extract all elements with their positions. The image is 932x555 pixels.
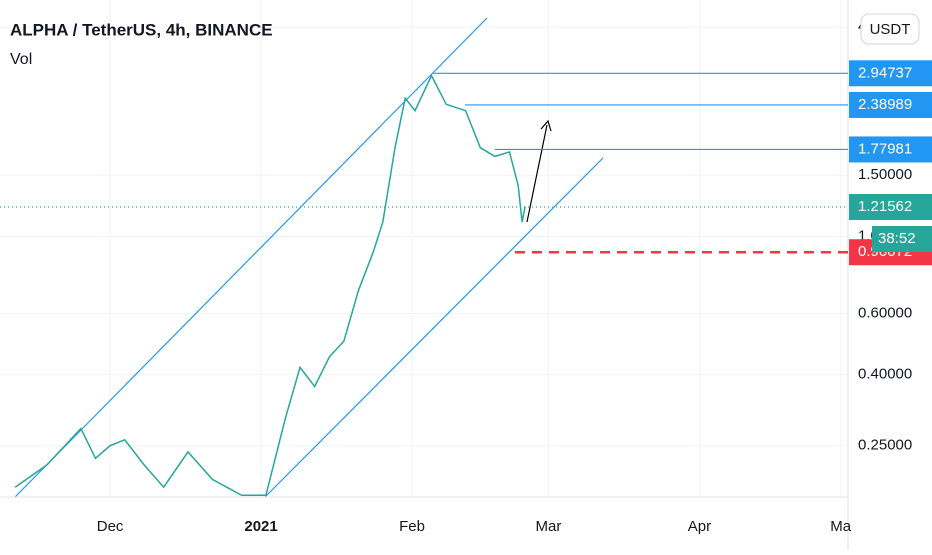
- price-label: 2.38989: [858, 96, 912, 113]
- arrow-head: [540, 119, 552, 132]
- symbol-title: ALPHA / TetherUS, 4h, BINANCE: [10, 20, 273, 39]
- indicator-label: Vol: [10, 51, 32, 68]
- x-tick-label: Ma: [830, 518, 851, 535]
- price-label-bg: [849, 91, 932, 118]
- y-tick-label: 0.25000: [858, 437, 912, 454]
- currency-label[interactable]: USDT: [870, 21, 911, 38]
- channel-lower: [264, 157, 604, 498]
- countdown: 38:52: [878, 230, 916, 247]
- y-tick-label: 0.40000: [858, 366, 912, 383]
- price-label: 1.21562: [858, 198, 912, 215]
- y-tick-label: 0.60000: [858, 305, 912, 322]
- arrow: [526, 124, 548, 223]
- price-line: [14, 74, 526, 497]
- y-tick-label: 1.50000: [858, 166, 912, 183]
- grid: [0, 0, 848, 497]
- price-label-bg: [849, 193, 932, 220]
- x-tick-label: Dec: [97, 518, 124, 535]
- price-label: 1.77981: [858, 140, 912, 157]
- x-tick-label: 2021: [244, 518, 277, 535]
- x-tick-label: Mar: [536, 518, 562, 535]
- price-label-bg: [849, 136, 932, 163]
- price-label-bg: [849, 60, 932, 87]
- price-label: 2.94737: [858, 64, 912, 81]
- x-tick-label: Feb: [399, 518, 425, 535]
- x-tick-label: Apr: [688, 518, 711, 535]
- currency-button[interactable]: [860, 13, 920, 45]
- channel-upper: [14, 17, 488, 498]
- countdown-bg: [872, 225, 932, 252]
